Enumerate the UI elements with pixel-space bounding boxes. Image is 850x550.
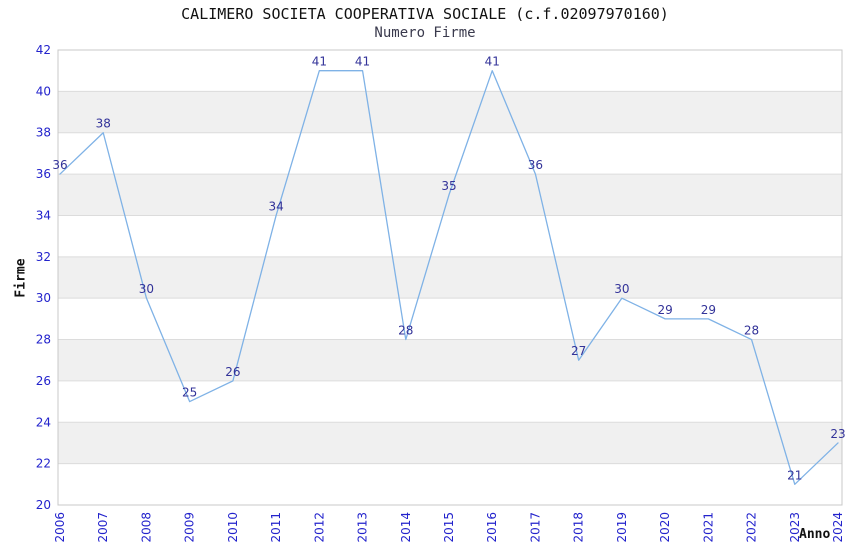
data-label: 34 [268, 199, 283, 213]
x-tick-label: 2010 [226, 512, 240, 543]
x-tick-label: 2011 [269, 512, 283, 543]
y-tick-label: 34 [36, 208, 51, 222]
y-tick-label: 20 [36, 498, 51, 512]
x-tick-label: 2020 [658, 512, 672, 543]
data-label: 25 [182, 386, 197, 400]
y-tick-label: 38 [36, 126, 51, 140]
y-tick-label: 32 [36, 250, 51, 264]
data-label: 28 [744, 324, 759, 338]
data-label: 36 [528, 158, 543, 172]
y-tick-label: 36 [36, 167, 51, 181]
x-tick-label: 2016 [485, 512, 499, 543]
trend-line [59, 70, 839, 485]
data-label: 41 [485, 55, 500, 69]
chart-subtitle: Numero Firme [374, 25, 476, 41]
x-tick-label: 2012 [312, 512, 326, 543]
y-tick-label: 42 [36, 43, 51, 57]
x-axis-label: Anno [799, 527, 831, 542]
plot-border [57, 49, 843, 506]
chart-title: CALIMERO SOCIETA COOPERATIVA SOCIALE (c.… [181, 5, 669, 23]
x-tick-label: 2017 [528, 512, 542, 543]
x-tick-label: 2008 [139, 512, 153, 543]
y-tick-label: 40 [36, 84, 51, 98]
data-label: 41 [312, 55, 327, 69]
x-tick-label: 2006 [53, 512, 67, 543]
data-label: 38 [96, 117, 111, 131]
data-label: 21 [787, 468, 802, 482]
data-label: 30 [614, 282, 629, 296]
x-tick-label: 2015 [442, 512, 456, 543]
data-label: 36 [52, 158, 67, 172]
x-tick-label: 2021 [701, 512, 715, 543]
data-label: 27 [571, 344, 586, 358]
y-tick-label: 26 [36, 374, 51, 388]
grid-band [58, 91, 842, 133]
data-label: 29 [657, 303, 672, 317]
y-tick-label: 22 [36, 457, 51, 471]
x-tick-label: 2022 [745, 512, 759, 543]
y-tick-label: 30 [36, 291, 51, 305]
x-tick-label: 2007 [96, 512, 110, 543]
grid-band [58, 256, 842, 299]
x-tick-label: 2023 [788, 512, 802, 543]
x-tick-label: 2018 [572, 512, 586, 543]
x-tick-label: 2013 [356, 512, 370, 543]
data-label: 35 [441, 179, 456, 193]
grid-band [58, 174, 842, 216]
data-label: 23 [830, 427, 845, 441]
y-tick-label: 24 [36, 415, 51, 429]
x-tick-label: 2019 [615, 512, 629, 543]
data-label: 26 [225, 365, 240, 379]
x-tick-label: 2024 [831, 512, 845, 543]
data-label: 28 [398, 324, 413, 338]
data-label: 30 [139, 282, 154, 296]
x-tick-label: 2014 [399, 512, 413, 543]
y-tick-label: 28 [36, 333, 51, 347]
grid-band [58, 422, 842, 464]
grid-band [58, 339, 842, 381]
data-label: 41 [355, 55, 370, 69]
data-label: 29 [701, 303, 716, 317]
x-tick-label: 2009 [183, 512, 197, 543]
